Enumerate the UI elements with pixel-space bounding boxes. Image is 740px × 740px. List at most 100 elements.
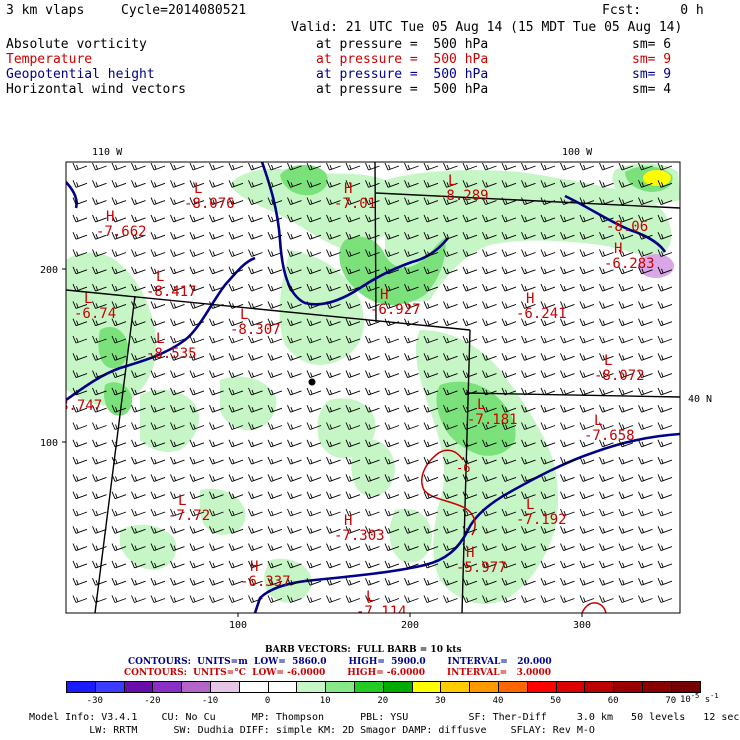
- wind-barb: [248, 387, 263, 396]
- wind-barb: [170, 249, 185, 257]
- wind-barb: [599, 197, 614, 206]
- wind-barb: [482, 491, 497, 500]
- wind-barb: [345, 491, 361, 500]
- wind-barb: [540, 578, 556, 586]
- wind-barb: [189, 560, 205, 569]
- wind-barb: [599, 560, 614, 569]
- forecast-hour: Fcst: 0 h: [602, 3, 704, 18]
- wind-barb: [365, 543, 380, 552]
- wind-barb: [209, 456, 224, 465]
- wind-barb: [248, 162, 263, 171]
- wind-barb: [501, 595, 517, 603]
- wind-barb: [501, 283, 517, 292]
- low-marker: L: [448, 173, 456, 189]
- wind-barb: [521, 595, 536, 603]
- wind-barb: [618, 162, 634, 171]
- wind-barb: [248, 283, 263, 292]
- wind-barb: [189, 474, 205, 482]
- wind-barb: [599, 301, 614, 309]
- wind-barb: [540, 180, 556, 188]
- wind-barb: [443, 578, 458, 586]
- wind-barb: [287, 422, 302, 430]
- vorticity-shading-light: [66, 163, 680, 604]
- barb-legend: BARB VECTORS: FULL BARB = 10 kts: [265, 645, 462, 655]
- wind-barb: [423, 370, 439, 379]
- colorbar-swatch: [469, 681, 499, 693]
- wind-barb: [657, 335, 673, 344]
- wind-barb: [462, 335, 478, 344]
- wind-barb: [384, 214, 400, 223]
- wind-barb: [209, 543, 224, 552]
- wind-barb: [267, 474, 283, 482]
- colorbar-tick-label: 50: [550, 696, 562, 706]
- wind-barb: [384, 232, 400, 240]
- wind-barb: [482, 456, 497, 465]
- wind-barb: [345, 335, 361, 344]
- colorbar-tick-label: 60: [607, 696, 619, 706]
- wind-barb: [267, 197, 283, 206]
- wind-barb: [404, 543, 419, 552]
- wind-barb: [189, 318, 205, 327]
- field-smoothing: sm= 6: [632, 37, 672, 52]
- wind-barb: [540, 232, 556, 240]
- wind-barb: [170, 162, 185, 171]
- wind-barb: [72, 422, 88, 430]
- wind-barb: [150, 335, 166, 344]
- temperature-value: -8.06: [606, 219, 648, 235]
- wind-barb: [150, 578, 166, 586]
- wind-barb: [384, 405, 400, 413]
- wind-barb: [638, 526, 653, 534]
- wind-barb: [306, 232, 322, 240]
- wind-barb: [111, 526, 127, 534]
- colorbar-swatch: [123, 681, 154, 693]
- wind-barb: [365, 560, 380, 569]
- wind-barb: [111, 387, 127, 396]
- wind-barb: [638, 422, 653, 430]
- wind-barb: [618, 439, 634, 448]
- wind-barb: [326, 560, 341, 569]
- wind-barb: [657, 595, 673, 603]
- wind-barb: [599, 422, 614, 430]
- wind-barb: [170, 318, 185, 327]
- temperature-value: -7.181: [467, 412, 518, 428]
- wind-barb: [287, 197, 302, 206]
- high-marker: H: [250, 559, 258, 575]
- wind-barb: [228, 162, 244, 171]
- wind-barb: [111, 370, 127, 379]
- wind-barb: [560, 232, 575, 240]
- high-marker: H: [344, 513, 352, 529]
- wind-barb: [209, 508, 224, 517]
- wind-barb: [560, 543, 575, 552]
- wind-barb: [267, 353, 283, 361]
- wind-barb: [111, 543, 127, 552]
- wind-barb: [150, 318, 166, 327]
- wind-barb: [443, 180, 458, 188]
- wind-barb: [189, 578, 205, 586]
- wind-barb: [326, 508, 341, 517]
- wind-barb: [618, 422, 634, 430]
- wind-barb: [365, 283, 380, 292]
- wind-barb: [287, 543, 302, 552]
- wind-barb: [384, 301, 400, 309]
- wind-barb: [306, 439, 322, 448]
- wind-barb: [482, 266, 497, 275]
- wind-barb: [384, 439, 400, 448]
- wind-barb: [579, 543, 595, 552]
- wind-barb: [462, 214, 478, 223]
- wind-barb: [111, 301, 127, 309]
- wind-barb: [228, 335, 244, 344]
- wind-barb: [92, 283, 107, 292]
- wind-barb: [345, 422, 361, 430]
- wind-barb: [248, 180, 263, 188]
- wind-barb: [618, 491, 634, 500]
- wind-barb: [150, 543, 166, 552]
- wind-barb: [540, 526, 556, 534]
- colorbar-swatch: [296, 681, 327, 693]
- wind-barb: [345, 180, 361, 188]
- wind-barb: [384, 370, 400, 379]
- wind-barb: [131, 508, 146, 517]
- wind-barb: [72, 370, 88, 379]
- wind-barb: [209, 474, 224, 482]
- wind-barb: [150, 422, 166, 430]
- wind-barb: [326, 491, 341, 500]
